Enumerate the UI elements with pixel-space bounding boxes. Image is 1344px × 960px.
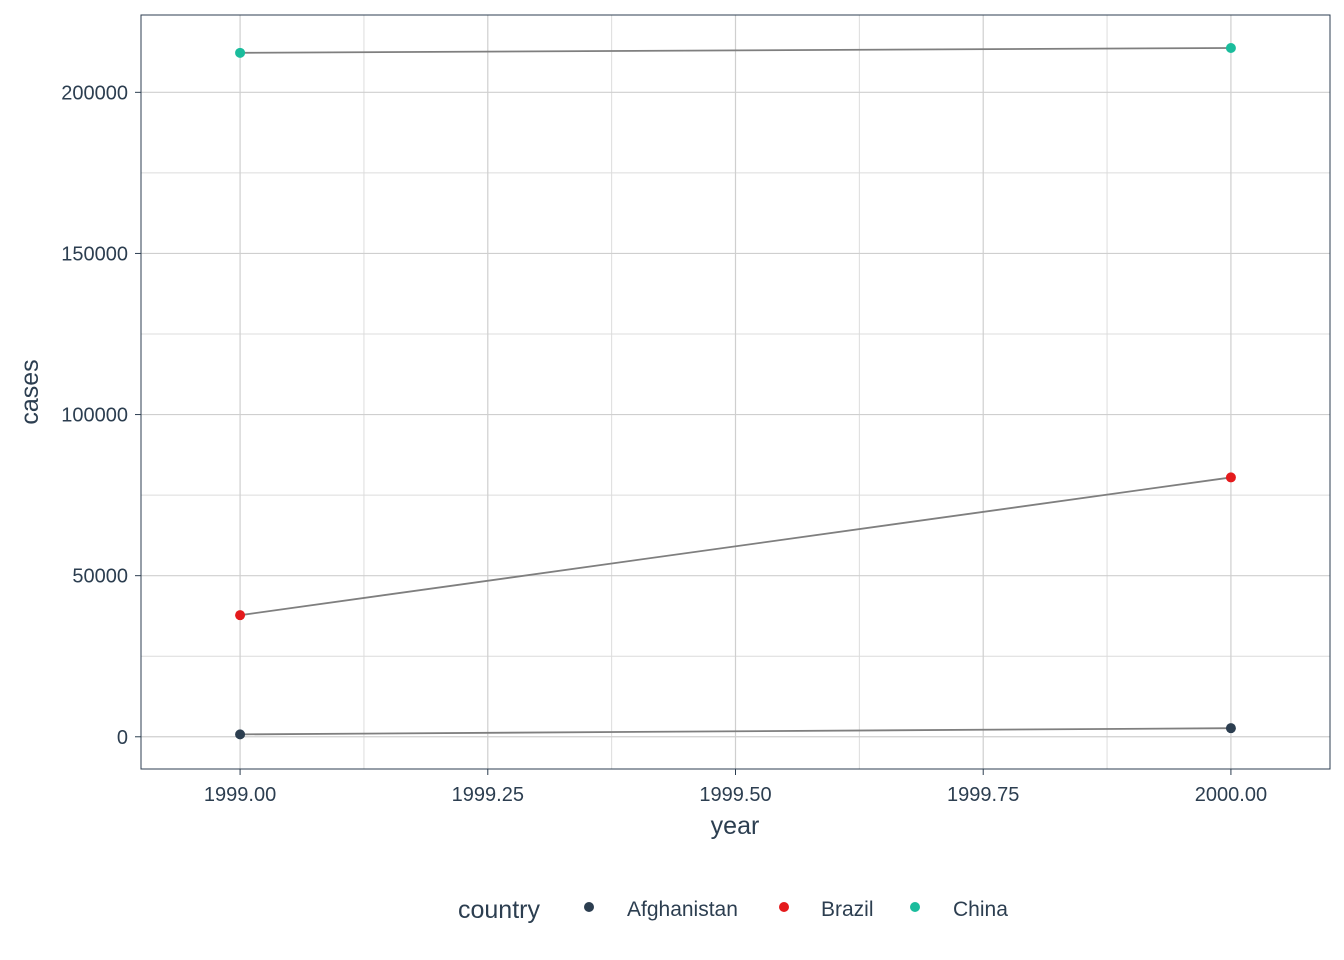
series-points — [235, 42, 1236, 740]
x-tick-label: 1999.25 — [452, 784, 524, 806]
legend-label-afghanistan: Afghanistan — [627, 898, 738, 921]
legend: country Afghanistan Brazil China — [458, 896, 1008, 924]
data-point-brazil — [1225, 472, 1236, 483]
x-axis-ticks: 1999.00 1999.25 1999.50 1999.75 2000.00 — [204, 769, 1267, 806]
legend-key-china — [910, 902, 920, 912]
grid-lines — [141, 15, 1330, 769]
series-line-afghanistan — [240, 727, 1231, 736]
data-point-china — [235, 47, 246, 58]
y-tick-label: 200000 — [61, 82, 128, 104]
series-line-china — [240, 47, 1231, 54]
legend-key-brazil — [779, 902, 789, 912]
legend-label-china: China — [953, 898, 1008, 921]
y-tick-label: 50000 — [72, 566, 128, 588]
legend-key-afghanistan — [584, 902, 594, 912]
x-tick-label: 2000.00 — [1195, 784, 1267, 806]
data-point-china — [1225, 42, 1236, 53]
x-axis-title: year — [711, 812, 760, 840]
legend-title: country — [458, 896, 540, 924]
series-line-brazil — [239, 476, 1232, 617]
y-tick-label: 100000 — [61, 405, 128, 427]
data-point-brazil — [235, 610, 246, 621]
legend-items: Afghanistan Brazil China — [584, 898, 1008, 921]
x-tick-label: 1999.00 — [204, 784, 276, 806]
y-tick-label: 150000 — [61, 243, 128, 265]
y-tick-label: 0 — [117, 727, 128, 749]
series-lines — [239, 47, 1232, 736]
x-tick-label: 1999.75 — [947, 784, 1019, 806]
data-point-afghanistan — [1225, 723, 1236, 734]
y-axis-ticks: 0 50000 100000 150000 200000 — [61, 82, 141, 749]
x-tick-label: 1999.50 — [699, 784, 771, 806]
y-axis-title: cases — [16, 359, 44, 424]
data-point-afghanistan — [235, 729, 246, 740]
legend-label-brazil: Brazil — [821, 898, 874, 921]
